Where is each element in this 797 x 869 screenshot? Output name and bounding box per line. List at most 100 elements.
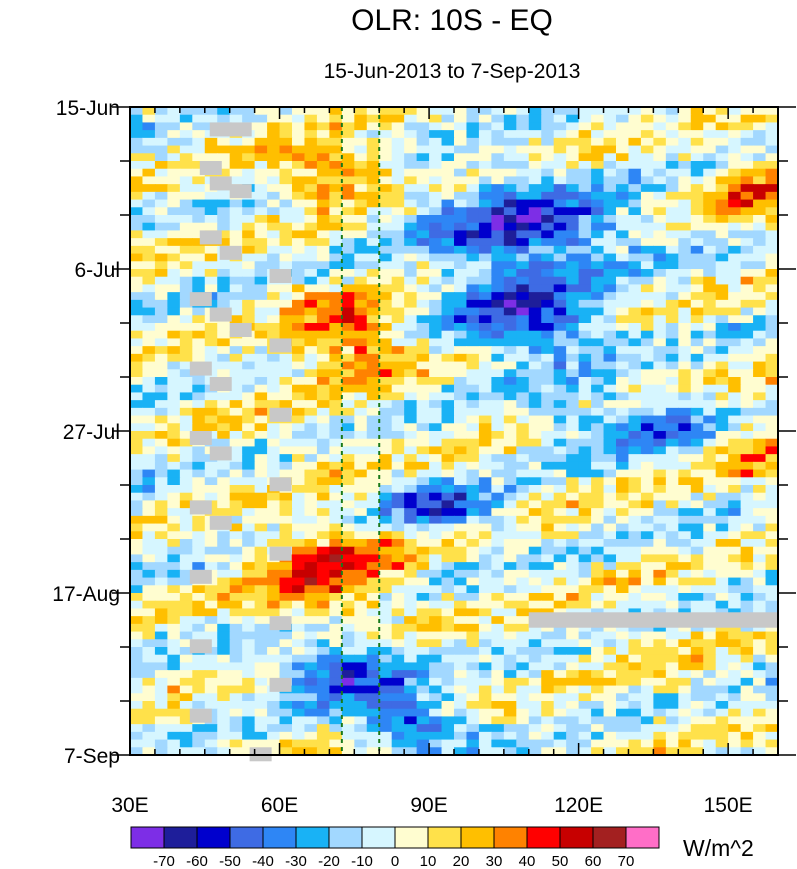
heat-cell (441, 292, 455, 301)
heat-cell (316, 137, 330, 147)
heat-cell (341, 685, 355, 694)
heat-cell (703, 647, 717, 656)
heat-cell (678, 323, 692, 332)
heat-cell (279, 492, 293, 502)
heat-cell (242, 677, 256, 687)
heat-cell (516, 353, 530, 363)
heat-cell (528, 269, 542, 278)
heat-cell (690, 338, 704, 347)
heat-cell (478, 261, 492, 270)
heat-cell (503, 492, 517, 502)
heat-cell (678, 153, 692, 162)
heat-cell (354, 662, 368, 671)
heat-cell (229, 654, 243, 664)
heat-cell (441, 631, 455, 640)
heat-cell (292, 438, 306, 448)
heat-cell (341, 161, 355, 170)
heat-cell (316, 230, 330, 239)
heat-cell (678, 207, 692, 216)
heat-cell (466, 562, 480, 571)
heat-cell (591, 546, 605, 556)
heat-cell (566, 253, 580, 262)
heat-cell (466, 716, 480, 725)
heat-cell (528, 176, 542, 185)
heat-cell (553, 238, 567, 247)
heat-cell (678, 184, 692, 193)
heat-cell (566, 654, 580, 664)
heat-cell (242, 168, 256, 178)
heat-cell (229, 600, 243, 610)
heat-cell (765, 269, 778, 278)
heat-cell (366, 623, 380, 633)
heat-cell (292, 739, 306, 748)
heat-cell (491, 415, 505, 424)
heat-cell (229, 539, 243, 548)
heat-cell (254, 107, 268, 116)
heat-cell (379, 168, 393, 178)
heat-cell (553, 315, 567, 324)
heat-cell (591, 215, 605, 224)
heat-cell (728, 747, 742, 755)
heat-cell (154, 747, 168, 755)
heat-cell (354, 207, 368, 216)
heat-cell (653, 284, 667, 293)
heat-cell (690, 107, 704, 116)
heat-cell (179, 623, 193, 633)
heat-cell (566, 739, 580, 748)
heat-cell (204, 392, 218, 401)
heat-cell (179, 438, 193, 448)
heat-cell (429, 631, 443, 640)
heat-cell (665, 299, 679, 309)
heat-cell (130, 693, 144, 702)
heat-cell (578, 253, 592, 262)
heat-cell (491, 508, 505, 517)
heat-cell (130, 531, 144, 540)
heat-cell (267, 315, 281, 324)
heat-cell (753, 145, 767, 154)
heat-cell (441, 307, 455, 316)
heat-cell (591, 731, 605, 741)
heat-cell (765, 222, 778, 232)
heat-cell (753, 284, 767, 293)
heat-cell (578, 276, 592, 286)
heat-cell (366, 647, 380, 656)
heat-cell (628, 153, 642, 162)
heat-cell (640, 377, 654, 386)
heat-cell (715, 353, 729, 363)
heat-cell (416, 593, 430, 602)
heat-cell (541, 423, 555, 432)
heat-cell (316, 461, 330, 471)
heat-cell (242, 469, 256, 478)
heat-cell (154, 593, 168, 602)
heat-cell (142, 616, 156, 625)
heat-cell (665, 330, 679, 340)
heat-cell (503, 454, 517, 463)
heat-cell (441, 639, 455, 648)
heat-cell (541, 253, 555, 262)
heat-cell (167, 292, 181, 301)
heat-cell (728, 276, 742, 286)
heat-cell (416, 485, 430, 494)
heat-cell (591, 253, 605, 262)
heat-cell (217, 361, 231, 370)
heat-cell (217, 161, 231, 170)
heat-cell (154, 708, 168, 718)
heat-cell (292, 222, 306, 232)
heat-cell (167, 585, 181, 594)
heat-cell (441, 161, 455, 170)
heat-cell (142, 207, 156, 216)
heat-cell (217, 593, 231, 602)
heat-cell (154, 639, 168, 648)
heat-cell (553, 137, 567, 147)
heat-cell (217, 716, 231, 725)
heat-cell (528, 639, 542, 648)
heat-cell (429, 716, 443, 725)
heat-cell (703, 184, 717, 193)
heat-cell (192, 693, 206, 702)
heat-cell (715, 662, 729, 671)
heat-cell (616, 670, 630, 679)
heat-cell (154, 230, 168, 239)
heat-cell (765, 407, 778, 417)
heat-cell (416, 323, 430, 332)
heat-cell (591, 677, 605, 687)
